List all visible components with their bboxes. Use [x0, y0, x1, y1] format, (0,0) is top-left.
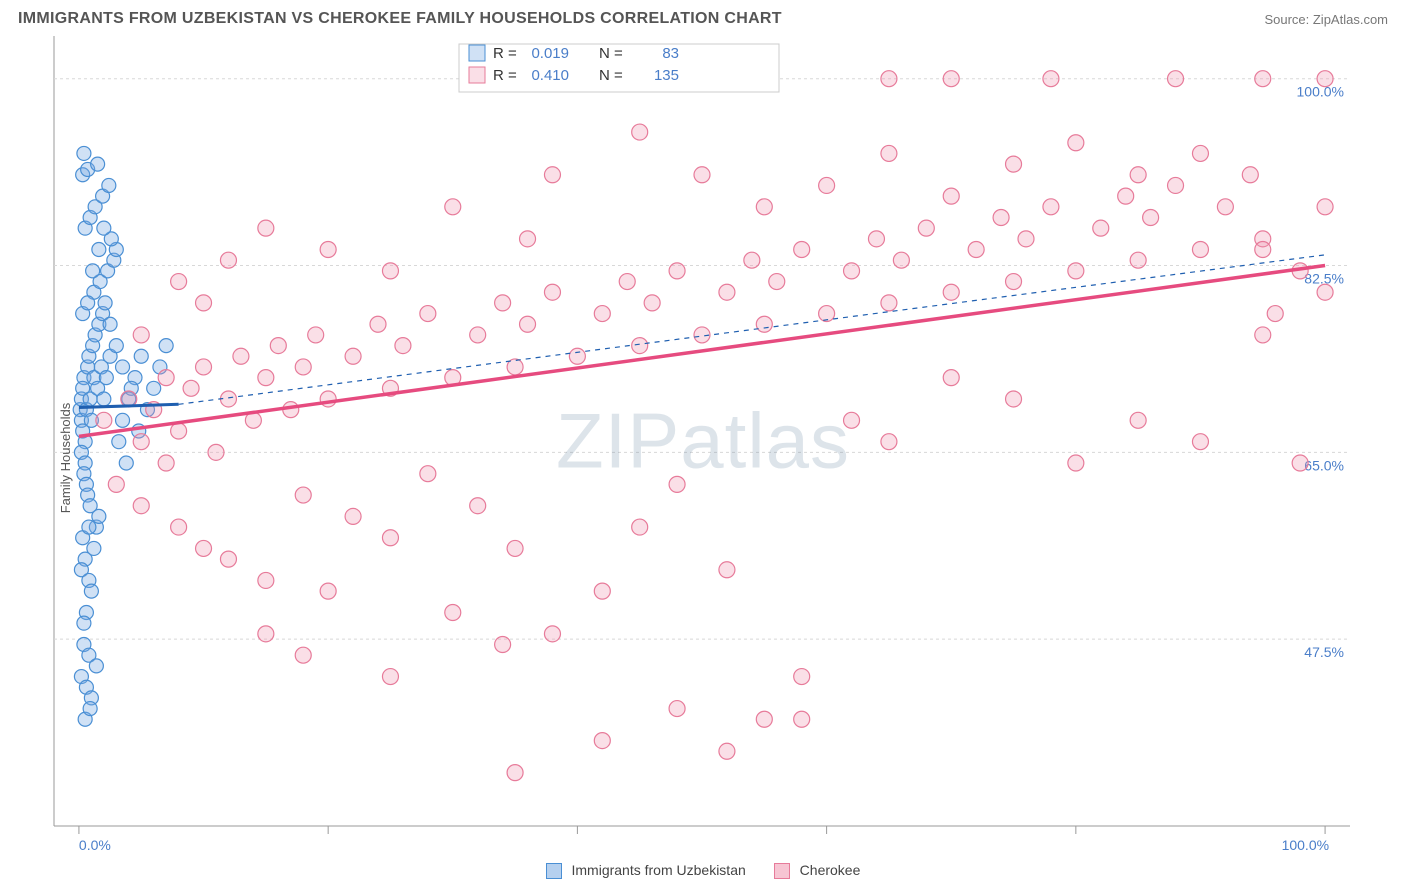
svg-text:N =: N = [599, 45, 623, 62]
svg-text:R =: R = [493, 67, 517, 84]
svg-text:N =: N = [599, 67, 623, 84]
svg-text:0.019: 0.019 [531, 45, 569, 62]
chart-title: IMMIGRANTS FROM UZBEKISTAN VS CHEROKEE F… [18, 10, 782, 28]
legend-swatch-b [774, 863, 790, 879]
svg-text:135: 135 [654, 67, 679, 84]
source-attribution: Source: ZipAtlas.com [1264, 12, 1388, 27]
svg-text:R =: R = [493, 45, 517, 62]
svg-text:0.410: 0.410 [531, 67, 569, 84]
svg-text:0.0%: 0.0% [79, 837, 111, 853]
legend-item-series-a: Immigrants from Uzbekistan [546, 862, 746, 879]
correlation-scatter-chart: 100.0%82.5%65.0%47.5%0.0%100.0%R =0.019N… [14, 36, 1392, 856]
svg-text:83: 83 [662, 45, 679, 62]
y-axis-label: Family Households [58, 402, 73, 513]
legend-label-b: Cherokee [800, 862, 861, 878]
svg-text:47.5%: 47.5% [1304, 644, 1344, 660]
svg-text:100.0%: 100.0% [1282, 837, 1329, 853]
svg-text:100.0%: 100.0% [1297, 84, 1344, 100]
bottom-legend: Immigrants from Uzbekistan Cherokee [14, 862, 1392, 879]
legend-label-a: Immigrants from Uzbekistan [572, 862, 746, 878]
plot-area: Family Households 100.0%82.5%65.0%47.5%0… [14, 36, 1392, 879]
legend-item-series-b: Cherokee [774, 862, 861, 879]
legend-swatch-a [546, 863, 562, 879]
svg-text:65.0%: 65.0% [1304, 457, 1344, 473]
title-bar: IMMIGRANTS FROM UZBEKISTAN VS CHEROKEE F… [0, 0, 1406, 36]
